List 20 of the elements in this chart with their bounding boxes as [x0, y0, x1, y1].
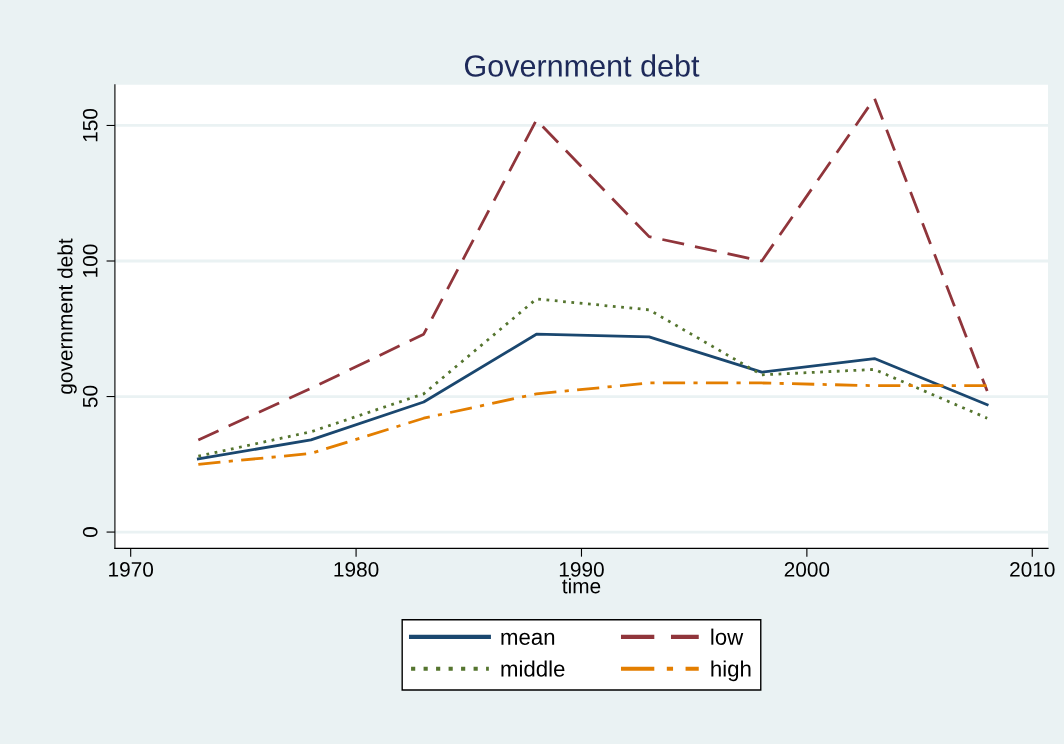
y-tick-label: 50 — [82, 385, 98, 408]
line-series — [196, 96, 989, 442]
x-tick-label: 2000 — [784, 562, 830, 577]
legend-label: high — [711, 660, 751, 682]
y-tick-label: 100 — [82, 244, 98, 277]
x-tick-label: 2010 — [1010, 562, 1055, 577]
x-tick-label: 1990 — [559, 562, 604, 577]
y-axis-title: government debt — [57, 238, 77, 394]
line-series — [196, 332, 989, 461]
line-series — [196, 297, 989, 458]
legend-label: mean — [501, 632, 555, 645]
y-tick-label: 0 — [82, 527, 98, 538]
line-series — [196, 381, 989, 466]
chart-title: Government debt — [464, 54, 700, 77]
x-tick-label: 1970 — [109, 562, 154, 577]
legend-label: middle — [501, 660, 565, 677]
legend-label: low — [711, 628, 744, 645]
x-tick-label: 1980 — [334, 562, 379, 577]
x-axis-title: time — [562, 578, 601, 594]
y-tick-label: 150 — [82, 108, 98, 142]
